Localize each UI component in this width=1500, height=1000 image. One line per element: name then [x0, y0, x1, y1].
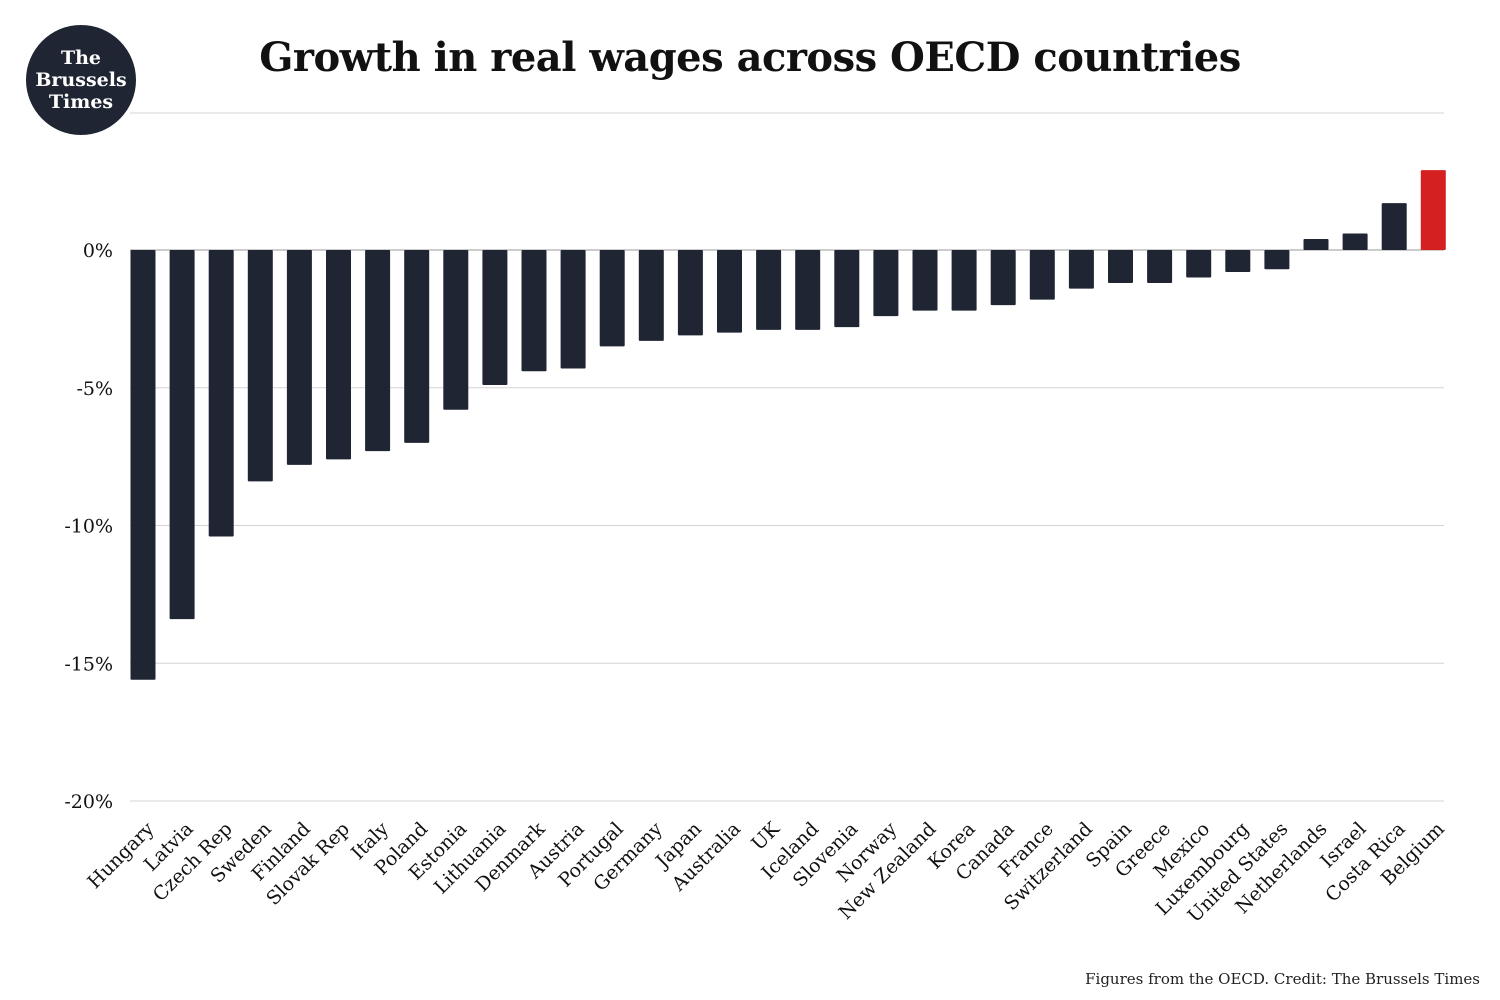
- bar: [834, 250, 860, 328]
- bar: [482, 250, 508, 385]
- y-tick-label: -15%: [64, 653, 113, 675]
- y-tick-label: -10%: [64, 516, 113, 538]
- bar: [1303, 238, 1329, 250]
- bar: [560, 250, 586, 369]
- bar: [1264, 250, 1290, 270]
- bar: [208, 250, 234, 537]
- bar: [1147, 250, 1173, 284]
- bar: [1068, 250, 1094, 289]
- bar: [677, 250, 703, 336]
- bar: [951, 250, 977, 311]
- bar: [873, 250, 899, 317]
- bar: [912, 250, 938, 311]
- bar: [247, 250, 273, 482]
- bar: [990, 250, 1016, 306]
- brussels-times-logo: The Brussels Times: [26, 25, 136, 135]
- bar: [1420, 170, 1446, 250]
- bar: [521, 250, 547, 372]
- bar: [1029, 250, 1055, 300]
- bar: [1381, 203, 1407, 250]
- bar: [169, 250, 195, 620]
- credit-footer: Figures from the OECD. Credit: The Bruss…: [1085, 970, 1480, 988]
- logo-text: The Brussels Times: [35, 47, 127, 113]
- bar: [326, 250, 351, 460]
- y-tick-label: 0%: [83, 240, 113, 262]
- bar: [1108, 250, 1133, 284]
- bar: [286, 250, 312, 465]
- bar: [795, 250, 821, 330]
- bar: [365, 250, 391, 452]
- y-tick-label: -20%: [64, 791, 113, 813]
- bar: [756, 250, 782, 330]
- bar: [717, 250, 742, 333]
- bar: [599, 250, 625, 347]
- bar: [1186, 250, 1212, 278]
- bar: [1342, 233, 1368, 250]
- chart-title: Growth in real wages across OECD countri…: [259, 34, 1241, 81]
- y-tick-label: -5%: [76, 378, 113, 400]
- bar: [1225, 250, 1251, 273]
- bar: [638, 250, 664, 341]
- bar: [130, 250, 156, 680]
- bar: [404, 250, 430, 443]
- bar: [443, 250, 469, 410]
